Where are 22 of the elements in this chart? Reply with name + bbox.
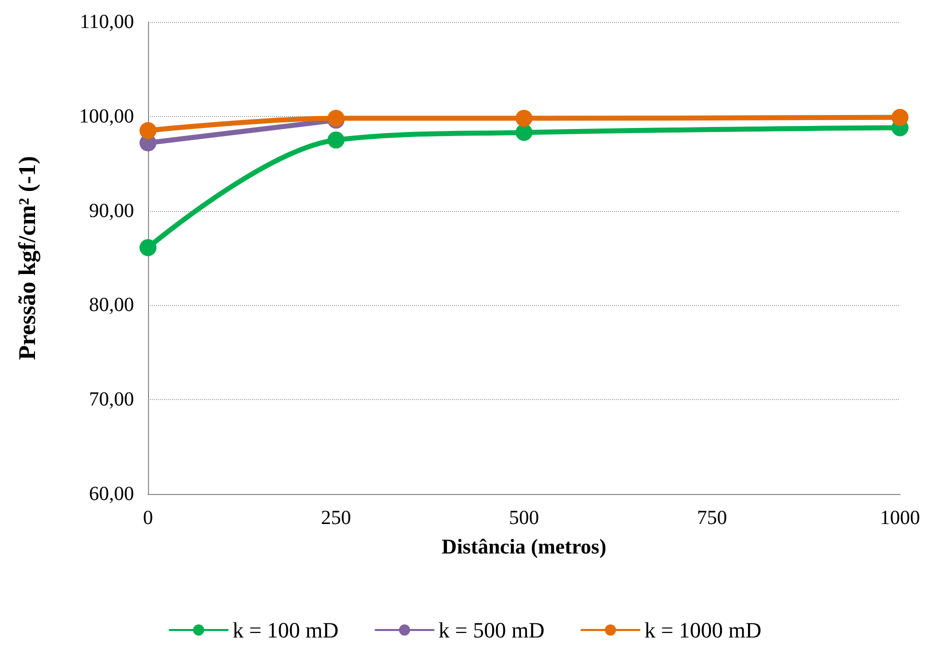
point — [516, 124, 532, 141]
y-tick-label: 70,00 — [89, 388, 134, 411]
y-tick-label: 100,00 — [79, 105, 134, 128]
x-axis-title: Distância (metros) — [442, 534, 606, 558]
y-tick-label: 80,00 — [89, 294, 134, 316]
legend-label: k = 1000 mD — [644, 618, 762, 642]
y-axis-title: Pressão kgf/cm² (-1) — [15, 156, 41, 360]
point — [140, 122, 156, 140]
point — [892, 108, 908, 126]
legend-label: k = 500 mD — [438, 618, 544, 642]
point — [328, 132, 344, 148]
y-tick-label: 110,00 — [80, 11, 134, 33]
x-tick-label: 750 — [697, 507, 727, 529]
x-tick-label: 250 — [321, 507, 351, 529]
legend-label: k = 100 mD — [232, 618, 339, 642]
y-tick-label: 60,00 — [89, 483, 134, 505]
point — [140, 239, 156, 256]
x-tick-label: 0 — [143, 507, 153, 529]
x-tick-label: 1000 — [880, 507, 920, 529]
x-tick-label: 500 — [509, 507, 539, 529]
point — [516, 110, 532, 127]
y-tick-label: 90,00 — [89, 200, 134, 222]
